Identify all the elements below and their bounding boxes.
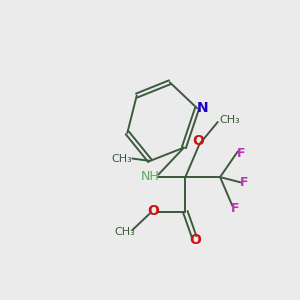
Text: CH₃: CH₃ <box>115 227 135 237</box>
Text: O: O <box>147 204 159 218</box>
Text: CH₃: CH₃ <box>112 154 132 164</box>
Text: F: F <box>231 202 239 215</box>
Text: F: F <box>237 147 245 160</box>
Text: F: F <box>240 176 248 189</box>
Text: CH₃: CH₃ <box>219 115 240 125</box>
Text: N: N <box>196 100 208 115</box>
Text: O: O <box>189 233 201 247</box>
Text: NH: NH <box>141 170 159 183</box>
Text: O: O <box>192 134 204 148</box>
